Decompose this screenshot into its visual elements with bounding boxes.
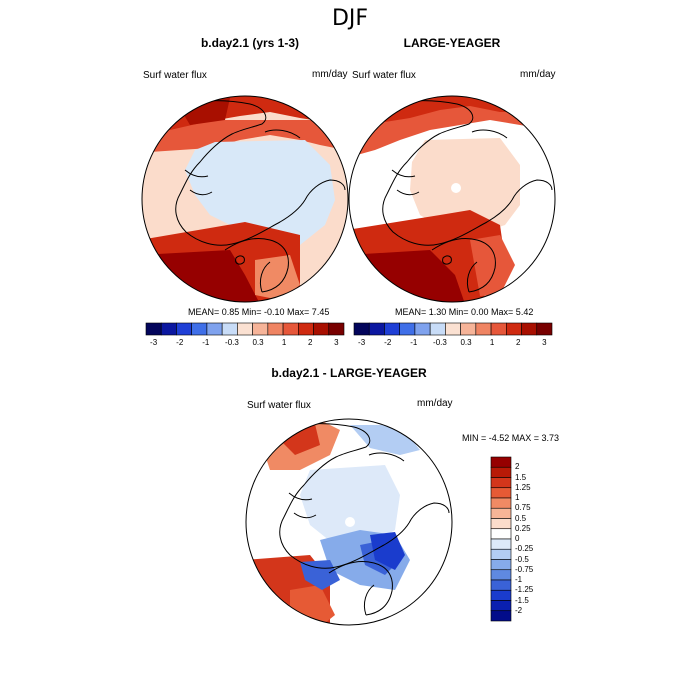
colorbar-swatch [221, 322, 238, 336]
colorbar-swatch [490, 456, 512, 468]
units-label-yeager: mm/day [520, 69, 556, 80]
colorbar-swatch [475, 322, 492, 336]
coastlines-bday [159, 100, 346, 293]
colorbar-tick-label: -2 [515, 605, 523, 615]
colorbar-swatch [445, 322, 461, 336]
colorbar-tick-label: -1.5 [515, 595, 529, 605]
minmax-difference: MIN = -4.52 MAX = 3.73 [462, 433, 560, 443]
colorbar-swatch [490, 569, 512, 581]
map-boundary-yeager [348, 95, 556, 303]
colorbar-bday [145, 322, 345, 336]
colorbar-tick-label: -0.25 [515, 544, 534, 554]
colorbar-swatch [506, 322, 522, 336]
colorbar-swatch [353, 322, 370, 336]
field-label-difference: Surf water flux [247, 400, 311, 411]
colorbar-swatch [490, 466, 512, 478]
colorbar-tick-label: 1 [515, 493, 520, 502]
colorbar-swatch [328, 322, 345, 336]
colorbar-swatch [267, 322, 284, 336]
colorbar-swatch [521, 322, 538, 336]
colorbar-swatch [490, 559, 512, 571]
colorbar-tick-label: 1 [281, 338, 287, 347]
colorbar-swatch [145, 322, 162, 336]
panel-title-yeager: LARGE-YEAGER [403, 36, 501, 50]
colorbar-tick-label: -2 [384, 338, 392, 347]
colorbar-tick-label: -1 [202, 338, 210, 347]
colorbar-tick-label: -0.3 [225, 338, 239, 347]
colorbar-tick-label: -0.75 [515, 564, 534, 574]
colorbar-swatch [206, 322, 223, 336]
colorbar-swatch [490, 610, 512, 622]
colorbar-yeager [353, 322, 553, 336]
colorbar-swatch [490, 579, 512, 591]
colorbar-tick-label: -1 [410, 338, 418, 347]
colorbar-tick-label: 1 [489, 338, 495, 347]
colorbar-swatch [490, 528, 512, 540]
field-label-yeager: Surf water flux [352, 70, 416, 81]
colorbar-swatch [490, 518, 512, 530]
map-boundary-difference [245, 418, 453, 626]
map-boundary-bday [141, 95, 349, 303]
coastlines-difference [263, 423, 450, 616]
colorbar-tick-label: 3 [334, 338, 339, 347]
colorbar-swatch [176, 322, 192, 336]
colorbar-tick-label: -1.25 [515, 585, 534, 595]
colorbar-swatch [490, 589, 512, 601]
colorbar-swatch [490, 548, 512, 560]
colorbar-swatch [282, 322, 299, 336]
colorbar-swatch [490, 487, 512, 499]
colorbar-swatch [429, 322, 446, 336]
stats-yeager: MEAN= 1.30 Min= 0.00 Max= 5.42 [395, 307, 534, 317]
colorbar-swatch [191, 322, 208, 336]
colorbar-tick-label: 2 [308, 338, 313, 347]
colorbar-tick-label: -2 [176, 338, 184, 347]
colorbar-tick-label: 0.5 [515, 513, 527, 523]
field-label-bday: Surf water flux [143, 70, 207, 81]
colorbar-swatch [490, 507, 512, 519]
colorbar-difference [490, 456, 512, 622]
panel-title-bday: b.day2.1 (yrs 1-3) [200, 36, 300, 50]
colorbar-swatch [490, 477, 512, 489]
colorbar-tick-label: 0.3 [460, 338, 472, 347]
colorbar-tick-label: 2 [516, 338, 521, 347]
colorbar-swatch [536, 322, 553, 336]
colorbar-swatch [490, 600, 512, 612]
colorbar-swatch [237, 322, 253, 336]
colorbar-swatch [460, 322, 477, 336]
panel-title-difference: b.day2.1 - LARGE-YEAGER [271, 366, 427, 380]
colorbar-swatch [399, 322, 416, 336]
stats-bday: MEAN= 0.85 Min= -0.10 Max= 7.45 [188, 307, 330, 317]
colorbar-tick-label: 2 [515, 462, 520, 472]
colorbar-swatch [160, 322, 177, 336]
units-label-bday: mm/day [312, 69, 348, 80]
colorbar-tick-label: -0.5 [515, 554, 529, 564]
colorbar-swatch [368, 322, 385, 336]
colorbar-tick-label: 0 [515, 534, 520, 543]
colorbar-swatch [490, 538, 512, 550]
colorbar-swatch [252, 322, 269, 336]
colorbar-tick-label: -3 [150, 338, 158, 347]
map-difference [246, 419, 452, 625]
coastlines-yeager [366, 100, 553, 293]
colorbar-tick-label: 0.3 [252, 338, 264, 347]
colorbar-tick-label: 1.25 [515, 482, 531, 492]
colorbar-tick-label: -0.3 [433, 338, 447, 347]
map-bday [142, 96, 348, 302]
colorbar-tick-label: 3 [542, 338, 547, 347]
colorbar-tick-label: -3 [358, 338, 366, 347]
colorbar-swatch [384, 322, 400, 336]
map-yeager [349, 96, 555, 302]
figure-title: DJF [331, 6, 369, 31]
colorbar-swatch [490, 497, 512, 509]
colorbar-swatch [414, 322, 431, 336]
colorbar-tick-label: -1 [515, 575, 523, 584]
colorbar-swatch [490, 322, 507, 336]
colorbar-tick-label: 0.25 [515, 523, 531, 533]
colorbar-swatch [313, 322, 330, 336]
colorbar-swatch [298, 322, 314, 336]
units-label-difference: mm/day [417, 398, 453, 409]
colorbar-tick-label: 0.75 [515, 503, 531, 513]
colorbar-tick-label: 1.5 [515, 472, 527, 482]
